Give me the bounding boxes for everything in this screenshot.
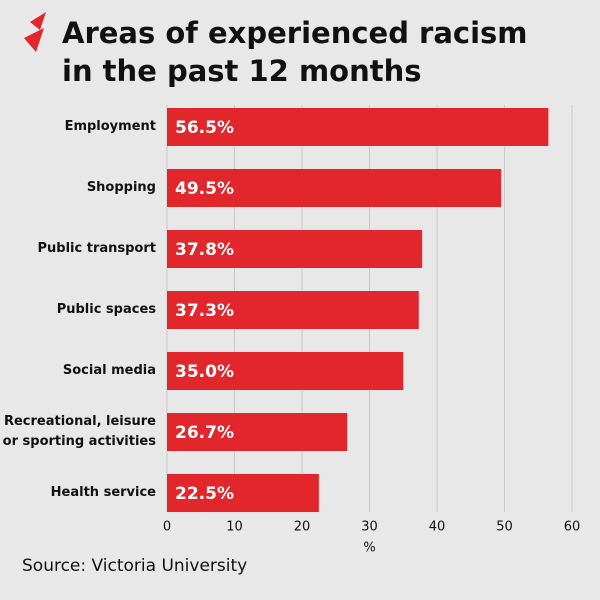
x-tick-label: 40 (429, 520, 446, 535)
y-tick-label: Employment (64, 119, 156, 134)
source: Source: Victoria University (22, 556, 248, 576)
y-tick-label: Public transport (37, 241, 157, 256)
y-tick-label: Public spaces (56, 302, 156, 317)
y-tick-label: Social media (62, 363, 156, 378)
value-label: 22.5% (175, 484, 234, 504)
value-label: 56.5% (175, 118, 234, 138)
value-label: 26.7% (175, 423, 234, 443)
value-label: 37.8% (175, 240, 234, 260)
bar (167, 230, 423, 268)
x-tick-label: 20 (294, 520, 311, 535)
x-tick-label: 50 (496, 520, 513, 535)
bar (167, 108, 549, 146)
x-tick-label: 0 (163, 520, 171, 535)
x-tick-label: 30 (361, 520, 378, 535)
y-tick-label: Recreational, leisure or sporting activi… (2, 414, 156, 449)
x-tick-label: 10 (226, 520, 243, 535)
bar (167, 169, 502, 207)
x-tick-label: 60 (564, 520, 581, 535)
logo (24, 12, 46, 52)
x-axis-label: % (363, 541, 375, 556)
value-label: 37.3% (175, 301, 234, 321)
bar (167, 413, 348, 451)
bar (167, 474, 319, 512)
chart-title: Areas of experienced racism in the past … (62, 16, 528, 88)
y-tick-label: Shopping (86, 180, 156, 195)
y-tick-label: Health service (50, 485, 156, 500)
value-label: 35.0% (175, 362, 234, 382)
value-label: 49.5% (175, 179, 234, 199)
bar (167, 291, 419, 329)
bar (167, 352, 404, 390)
